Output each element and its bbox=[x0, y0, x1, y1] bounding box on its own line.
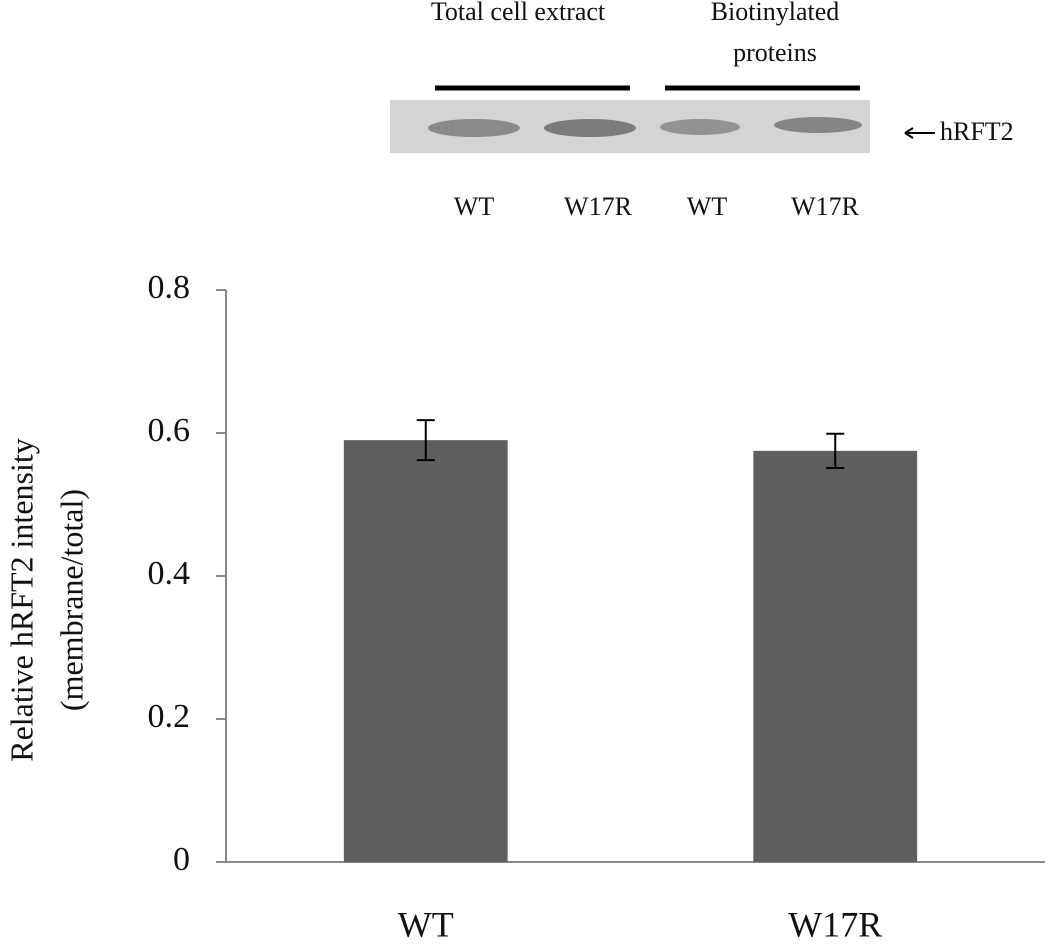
lane-label: WT bbox=[687, 192, 728, 221]
band bbox=[774, 117, 862, 133]
y-tick-label: 0.6 bbox=[148, 412, 191, 449]
band bbox=[428, 119, 520, 137]
bar bbox=[343, 440, 508, 862]
group-label: proteins bbox=[733, 38, 817, 67]
y-tick-label: 0.8 bbox=[148, 269, 191, 306]
y-tick-label: 0 bbox=[173, 841, 190, 878]
group-label: Total cell extract bbox=[431, 0, 606, 26]
y-tick-label: 0.4 bbox=[148, 555, 191, 592]
y-label: (membrane/total) bbox=[53, 489, 89, 711]
y-tick-label: 0.2 bbox=[148, 698, 191, 735]
band-label: hRFT2 bbox=[940, 117, 1014, 146]
western-blot: Total cell extract Biotinylated proteins… bbox=[390, 0, 1014, 221]
band bbox=[660, 119, 740, 135]
lane-label: W17R bbox=[791, 192, 860, 221]
arrow-head bbox=[904, 127, 914, 139]
error-bar bbox=[416, 419, 435, 462]
x-tick-label: WT bbox=[398, 904, 454, 944]
lane-label: WT bbox=[454, 192, 495, 221]
lane-label: W17R bbox=[564, 192, 633, 221]
y-label: Relative hRFT2 intensity bbox=[3, 438, 39, 762]
x-tick-label: W17R bbox=[788, 904, 882, 944]
group-label: Biotinylated bbox=[711, 0, 840, 26]
error-bar bbox=[826, 432, 845, 470]
band bbox=[544, 119, 636, 137]
bar bbox=[753, 450, 918, 862]
y-axis-title: Relative hRFT2 intensity (membrane/total… bbox=[3, 438, 89, 762]
